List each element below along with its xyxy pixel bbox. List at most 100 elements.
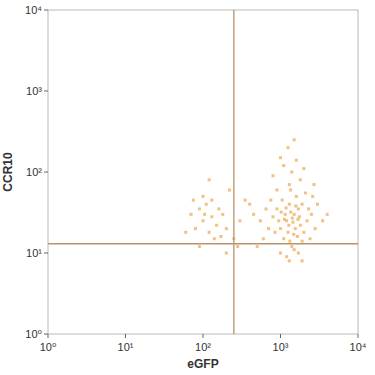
point <box>202 219 205 222</box>
point <box>283 218 286 221</box>
point <box>219 235 222 238</box>
chart: 10⁰10¹10²10³10⁴10⁰10¹10²10³10⁴eGFPCCR10 <box>0 0 375 375</box>
point <box>310 213 313 216</box>
point <box>269 199 272 202</box>
point <box>301 259 304 262</box>
point <box>289 188 292 191</box>
point <box>213 237 216 240</box>
point <box>298 215 301 218</box>
point <box>290 171 293 174</box>
x-tick <box>358 334 359 338</box>
point <box>321 219 324 222</box>
point <box>292 221 295 224</box>
point <box>287 231 290 234</box>
point <box>288 259 291 262</box>
point <box>228 188 231 191</box>
point <box>252 213 255 216</box>
point <box>297 207 300 210</box>
point <box>288 240 291 243</box>
point <box>301 203 304 206</box>
y-tick-label: 10² <box>26 166 42 178</box>
point <box>296 218 299 221</box>
gate-y <box>48 243 358 244</box>
point <box>326 213 329 216</box>
point <box>302 231 305 234</box>
point <box>307 207 310 210</box>
point <box>299 224 302 227</box>
point <box>198 207 201 210</box>
point <box>296 235 299 238</box>
point <box>284 213 287 216</box>
plot-frame <box>48 10 358 334</box>
gates <box>48 10 358 334</box>
x-tick <box>125 334 126 338</box>
point <box>184 231 187 234</box>
point <box>304 192 307 195</box>
point <box>210 215 213 218</box>
point <box>279 156 282 159</box>
y-tick-label: 10¹ <box>26 247 42 259</box>
point <box>316 203 319 206</box>
point <box>293 248 296 251</box>
x-tick <box>280 334 281 338</box>
point <box>281 199 284 202</box>
point <box>295 159 298 162</box>
point <box>285 206 288 209</box>
y-tick <box>44 334 48 335</box>
point <box>287 224 290 227</box>
point <box>289 211 292 214</box>
point <box>189 213 192 216</box>
point <box>225 227 228 230</box>
point <box>267 227 270 230</box>
point <box>291 217 294 220</box>
point <box>215 224 218 227</box>
point <box>194 227 197 230</box>
point <box>248 203 251 206</box>
point <box>302 167 305 170</box>
point <box>280 211 283 214</box>
point <box>274 231 277 234</box>
point <box>256 245 259 248</box>
point <box>292 233 295 236</box>
point <box>208 178 211 181</box>
point <box>275 207 278 210</box>
point <box>279 227 282 230</box>
point <box>290 245 293 248</box>
point <box>271 215 274 218</box>
y-tick <box>44 172 48 173</box>
y-tick-label: 10⁰ <box>25 328 42 340</box>
point <box>282 237 285 240</box>
point <box>308 237 311 240</box>
point <box>203 213 206 216</box>
point <box>277 219 280 222</box>
point <box>221 213 224 216</box>
x-tick-label: 10⁴ <box>350 341 367 353</box>
point <box>205 203 208 206</box>
y-tick-label: 10³ <box>26 85 42 97</box>
point <box>306 219 309 222</box>
point <box>265 207 268 210</box>
x-tick-label: 10¹ <box>118 341 134 353</box>
point <box>271 174 274 177</box>
x-tick-label: 10² <box>195 341 211 353</box>
point <box>198 245 201 248</box>
point <box>314 227 317 230</box>
point <box>259 219 262 222</box>
point <box>208 231 211 234</box>
point <box>282 164 285 167</box>
point <box>279 252 282 255</box>
x-axis-label: eGFP <box>187 357 218 371</box>
point <box>288 183 291 186</box>
point <box>293 138 296 141</box>
point <box>192 199 195 202</box>
point <box>217 207 220 210</box>
point <box>297 252 300 255</box>
point <box>295 195 298 198</box>
y-tick <box>44 91 48 92</box>
point <box>311 195 314 198</box>
y-tick <box>44 10 48 11</box>
point <box>236 245 239 248</box>
point <box>285 255 288 258</box>
point <box>294 227 297 230</box>
point <box>294 205 297 208</box>
